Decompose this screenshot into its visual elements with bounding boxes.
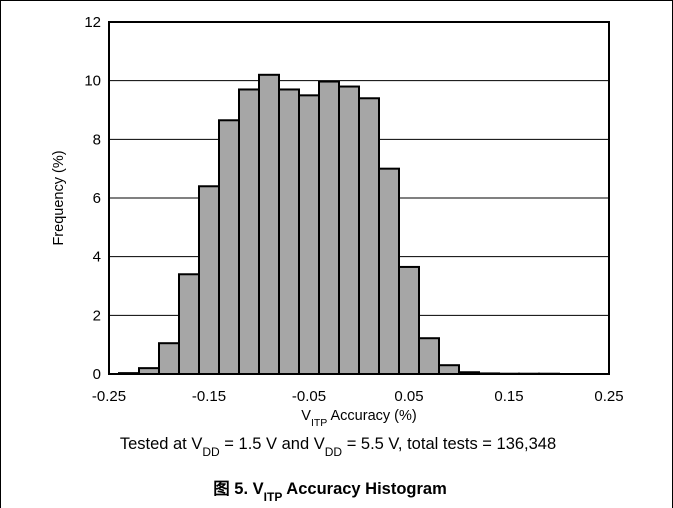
y-tick-label: 10 — [84, 73, 101, 90]
y-tick-label: 6 — [93, 190, 101, 207]
note-subscript: DD — [325, 445, 343, 459]
histogram-bar — [338, 85, 360, 376]
histogram-bar — [218, 119, 240, 376]
histogram-bar — [158, 342, 180, 376]
histogram-bar — [238, 88, 260, 375]
y-tick-label: 0 — [93, 366, 101, 383]
x-tick-labels: -0.25 -0.15 -0.05 0.05 0.15 0.25 — [92, 388, 624, 405]
histogram-bar — [258, 73, 280, 376]
note-part: = 1.5 V and V — [220, 435, 325, 453]
histogram-bar — [438, 364, 460, 376]
y-tick-labels: 0 2 4 6 8 10 12 — [84, 14, 101, 383]
caption-subscript: ITP — [264, 490, 283, 504]
caption-part: 图 5. V — [213, 479, 263, 498]
note-subscript: DD — [202, 445, 220, 459]
histogram-bar — [398, 265, 420, 375]
test-conditions-note: Tested at VDD = 1.5 V and VDD = 5.5 V, t… — [120, 435, 556, 459]
histogram-bar — [418, 337, 440, 376]
bars — [118, 73, 560, 376]
x-axis-title-rest: Accuracy (%) — [327, 408, 416, 424]
histogram-bar — [378, 167, 400, 375]
x-tick-label: -0.15 — [192, 388, 226, 405]
y-tick-label: 12 — [84, 14, 101, 31]
histogram-bar — [318, 80, 340, 376]
y-tick-label: 8 — [93, 131, 101, 148]
x-tick-label: 0.15 — [494, 388, 523, 405]
note-part: = 5.5 V, total tests = 136,348 — [342, 435, 556, 453]
x-tick-label: -0.05 — [292, 388, 326, 405]
histogram-bar — [358, 97, 380, 376]
histogram-bar — [178, 273, 200, 375]
caption-part: Accuracy Histogram — [282, 480, 446, 498]
y-tick-label: 2 — [93, 307, 101, 324]
histogram-bar — [198, 185, 220, 375]
histogram-bar — [298, 94, 320, 375]
x-axis-title-main: V — [301, 408, 311, 424]
x-tick-label: -0.25 — [92, 388, 126, 405]
x-tick-label: 0.05 — [394, 388, 423, 405]
x-axis-title-subscript: ITP — [311, 417, 327, 429]
y-axis-title: Frequency (%) — [51, 150, 67, 245]
x-tick-label: 0.25 — [594, 388, 623, 405]
x-axis-title: VITP Accuracy (%) — [301, 408, 416, 429]
plot-area-frame — [108, 21, 610, 375]
figure-caption: 图 5. VITP Accuracy Histogram — [213, 479, 447, 504]
histogram-bar — [278, 88, 300, 375]
note-part: Tested at V — [120, 435, 203, 453]
y-tick-label: 4 — [93, 249, 101, 266]
